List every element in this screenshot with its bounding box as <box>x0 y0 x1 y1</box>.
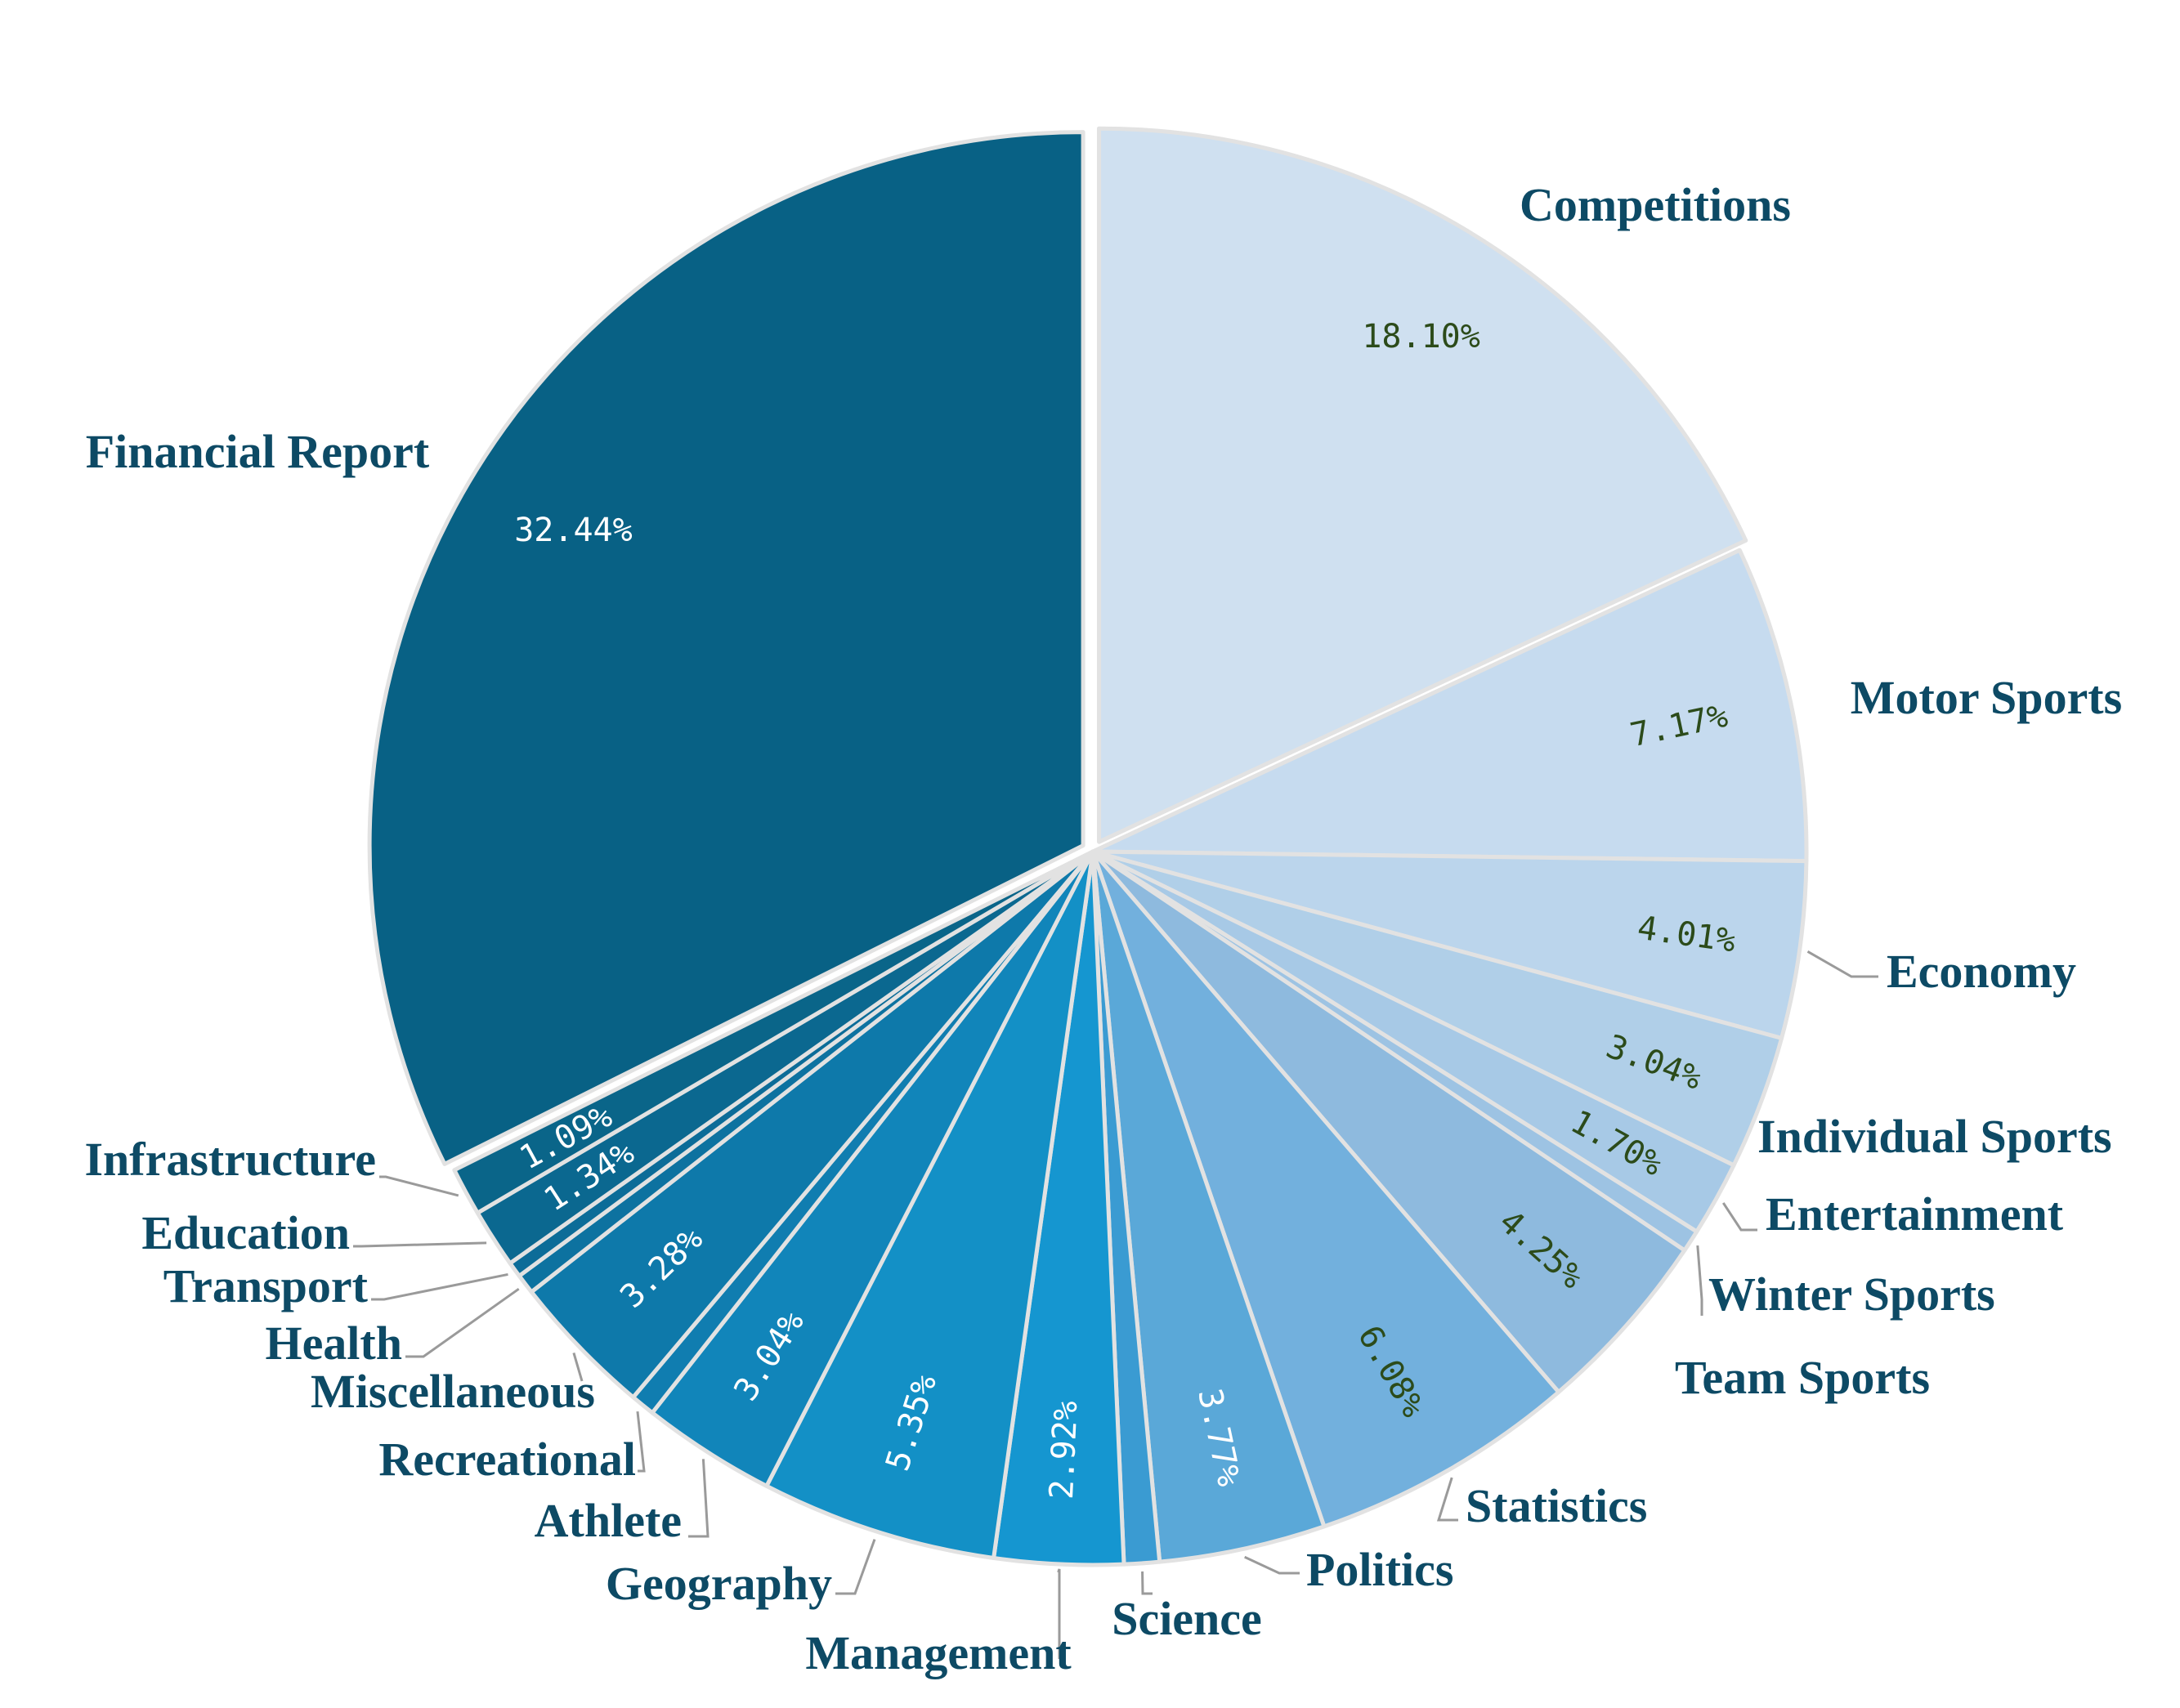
category-label-health: Health <box>265 1317 402 1370</box>
category-label-education: Education <box>141 1206 350 1259</box>
category-label-economy: Economy <box>1887 945 2076 998</box>
percent-label-management: 2.92% <box>1043 1400 1086 1500</box>
pie-slice-infrastructure <box>452 849 1095 1215</box>
leader-line-economy <box>1806 950 1878 978</box>
category-label-science: Science <box>1112 1592 1262 1645</box>
pie-slice-politics <box>1090 849 1327 1564</box>
leader-line-geography <box>835 1539 876 1595</box>
leader-line-infrastructure <box>379 1175 459 1197</box>
percent-label-financial-report: 32.44% <box>514 512 633 549</box>
leader-line-winter-sports <box>1696 1245 1703 1316</box>
category-label-miscellaneous: Miscellaneous <box>311 1365 595 1418</box>
leader-line-miscellaneous <box>572 1353 584 1382</box>
leader-line-statistics <box>1436 1477 1458 1522</box>
category-label-recreational: Recreational <box>378 1433 636 1486</box>
category-label-individual-sports: Individual Sports <box>1757 1110 2112 1163</box>
category-label-entertainment: Entertainment <box>1766 1187 2064 1241</box>
category-label-infrastructure: Infrastructure <box>84 1133 376 1186</box>
category-label-winter-sports: Winter Sports <box>1708 1268 1995 1321</box>
leader-lines-layer <box>353 950 1878 1659</box>
category-label-competitions: Competitions <box>1520 178 1791 231</box>
category-label-politics: Politics <box>1306 1543 1453 1596</box>
pie-slice-statistics <box>1090 849 1561 1529</box>
leader-line-athlete <box>688 1459 710 1538</box>
category-label-financial-report: Financial Report <box>86 425 430 478</box>
percent-label-competitions: 18.10% <box>1362 318 1480 355</box>
pie-slice-team-sports <box>1090 849 1687 1394</box>
category-label-management: Management <box>805 1626 1072 1679</box>
slices-layer <box>367 126 1809 1567</box>
category-labels-layer: Competitions Motor Sports Economy Individua… <box>84 178 2122 1679</box>
pie-slice-financial-report <box>367 130 1086 1166</box>
leader-line-science <box>1141 1571 1153 1595</box>
category-label-transport: Transport <box>163 1259 369 1312</box>
category-label-team-sports: Team Sports <box>1675 1351 1930 1404</box>
leader-line-health <box>405 1287 520 1358</box>
leader-line-entertainment <box>1722 1202 1757 1232</box>
leader-line-recreational <box>636 1411 646 1473</box>
category-label-athlete: Athlete <box>535 1494 682 1547</box>
category-label-geography: Geography <box>606 1557 832 1610</box>
pie-slice-motor-sports <box>1090 548 1809 864</box>
category-label-statistics: Statistics <box>1466 1479 1647 1532</box>
pie-slice-geography <box>764 849 1095 1561</box>
category-label-motor-sports: Motor Sports <box>1851 671 2122 724</box>
leader-line-transport <box>371 1272 508 1301</box>
leader-line-education <box>353 1241 487 1248</box>
pie-slice-competitions <box>1097 126 1748 844</box>
leader-line-politics <box>1244 1555 1300 1575</box>
